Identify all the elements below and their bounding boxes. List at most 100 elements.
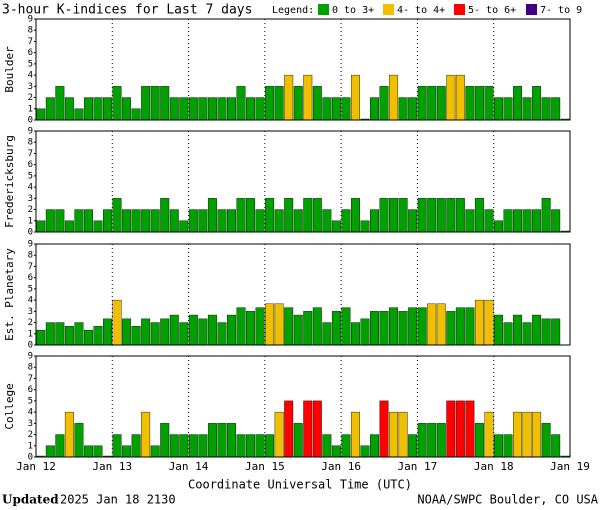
bar (379, 198, 389, 233)
bar (284, 198, 294, 233)
bar (408, 307, 418, 346)
bar (160, 86, 170, 121)
bar (207, 97, 217, 121)
bar (322, 209, 332, 233)
bar (179, 97, 189, 121)
bar (389, 411, 399, 458)
bar (551, 97, 561, 121)
bar (112, 86, 122, 121)
y-tick-label: 4 (28, 183, 33, 193)
bar (455, 307, 465, 346)
bar (331, 445, 341, 458)
y-tick-label: 8 (28, 251, 33, 261)
bar (379, 400, 389, 458)
y-tick-label: 4 (28, 71, 33, 81)
bar (274, 86, 284, 121)
bar (141, 209, 151, 233)
bar (551, 434, 561, 458)
y-tick-label: 0 (28, 116, 33, 126)
bar (474, 86, 484, 121)
bar (265, 86, 275, 121)
bar (227, 97, 236, 121)
bar (188, 97, 198, 121)
bar (417, 423, 427, 458)
bar (169, 434, 179, 458)
y-axis-label: College (3, 383, 16, 429)
legend-title: Legend: (272, 5, 314, 16)
y-tick-label: 1 (28, 104, 33, 114)
bar (131, 326, 141, 346)
bar (227, 314, 236, 346)
bar (522, 322, 532, 346)
bar (541, 97, 551, 121)
bar (55, 209, 65, 233)
bar (246, 97, 256, 121)
bar (350, 322, 360, 346)
bar (227, 423, 236, 458)
bar (360, 318, 370, 346)
bar (198, 318, 208, 346)
y-tick-label: 3 (28, 194, 33, 204)
bar (331, 311, 341, 346)
y-axis-label: Fredericksburg (3, 135, 16, 228)
y-tick-label: 8 (28, 26, 33, 36)
bar (93, 97, 103, 121)
bar (474, 299, 484, 346)
bar (274, 411, 284, 458)
legend-label: 5- to 6+ (468, 5, 516, 16)
bar (83, 97, 93, 121)
bar (64, 220, 74, 233)
bar (93, 326, 103, 346)
y-tick-label: 3 (28, 82, 33, 92)
bar (284, 400, 294, 458)
bar (398, 198, 408, 233)
legend-label: 4- to 4+ (397, 5, 445, 16)
bar (446, 311, 456, 346)
bar (408, 209, 418, 233)
bar (141, 86, 151, 121)
bar (312, 400, 322, 458)
bar (370, 209, 379, 233)
bar (331, 220, 341, 233)
y-tick-label: 6 (28, 160, 33, 170)
bar (398, 411, 408, 458)
bar (217, 322, 227, 346)
bar (179, 434, 189, 458)
bar (408, 434, 418, 458)
bar (436, 86, 446, 121)
bar (236, 198, 246, 233)
y-tick-label: 0 (28, 341, 33, 351)
bar (522, 411, 532, 458)
panel-frame (35, 18, 571, 121)
bar (74, 423, 84, 458)
x-tick-label: Jan 14 (169, 460, 209, 473)
bar (503, 322, 513, 346)
bar (446, 400, 456, 458)
bar (131, 209, 141, 233)
bar (427, 198, 437, 233)
bar (265, 198, 275, 233)
legend-label: 0 to 3+ (332, 5, 374, 16)
bar (532, 411, 542, 458)
bar (122, 209, 132, 233)
bar (494, 434, 503, 458)
y-tick-label: 6 (28, 385, 33, 395)
bar (398, 311, 408, 346)
bar (465, 400, 475, 458)
bar (455, 400, 465, 458)
y-tick-label: 2 (28, 93, 33, 103)
bar (436, 198, 446, 233)
bar (74, 322, 84, 346)
bar (131, 434, 141, 458)
panel-frame (35, 355, 571, 458)
bar (64, 326, 74, 346)
y-axis-label: Boulder (3, 46, 16, 93)
bar (484, 209, 494, 233)
bar (341, 209, 351, 233)
bar (455, 198, 465, 233)
bar (541, 423, 551, 458)
bar (494, 97, 503, 121)
bar (74, 108, 84, 121)
bar (474, 198, 484, 233)
